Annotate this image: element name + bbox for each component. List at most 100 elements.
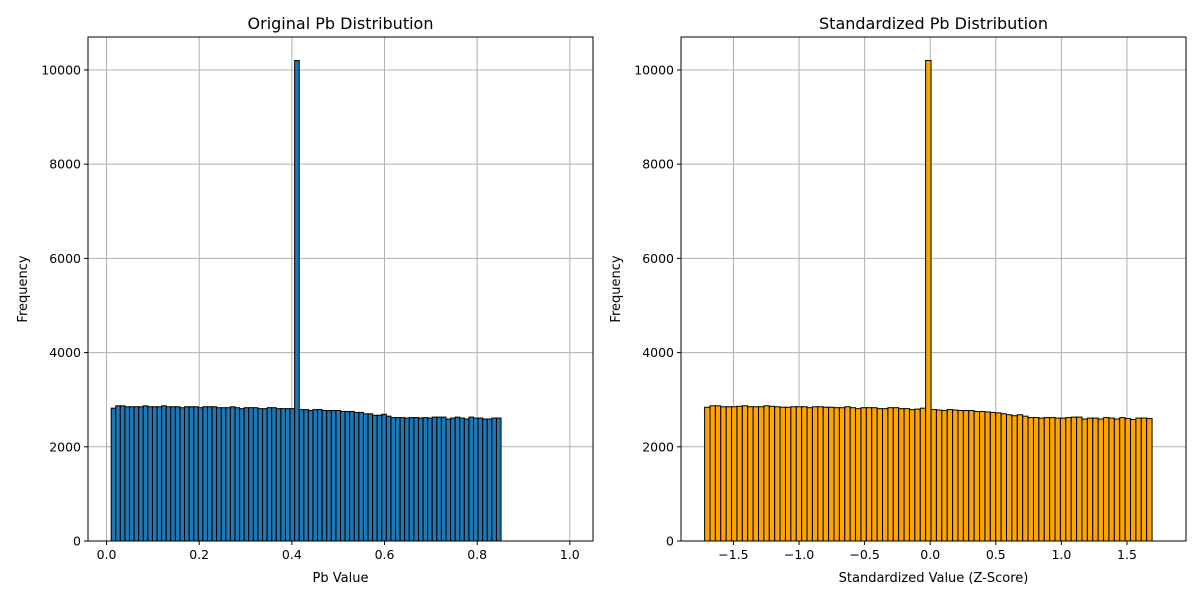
histogram-bar bbox=[138, 406, 144, 542]
histogram-bar bbox=[898, 408, 905, 542]
histogram-bar bbox=[747, 406, 754, 542]
histogram-bar bbox=[307, 410, 314, 542]
histogram-bar bbox=[289, 408, 296, 542]
x-tick-label: 1.0 bbox=[1051, 547, 1071, 562]
histogram-bar bbox=[179, 407, 186, 542]
right-axes-frame bbox=[680, 36, 1187, 542]
histogram-bar bbox=[225, 407, 231, 542]
histogram-bar bbox=[903, 408, 910, 542]
histogram-bar bbox=[1065, 417, 1072, 542]
x-tick-label: 0.4 bbox=[282, 547, 302, 562]
histogram-bar bbox=[284, 408, 291, 542]
x-tick-label: −1.5 bbox=[718, 547, 748, 562]
y-tick-label: 6000 bbox=[642, 251, 674, 266]
histogram-bar bbox=[709, 405, 716, 542]
histogram-bar bbox=[1022, 415, 1029, 542]
histogram-bar bbox=[860, 407, 867, 542]
histogram-bar bbox=[216, 407, 222, 542]
histogram-bar bbox=[491, 417, 497, 542]
histogram-bar bbox=[1108, 417, 1115, 542]
histogram-bar bbox=[340, 410, 346, 542]
histogram-bar bbox=[450, 417, 456, 542]
histogram-bar bbox=[946, 409, 954, 542]
x-tick-label: 0.5 bbox=[986, 547, 1006, 562]
histogram-bar bbox=[459, 417, 465, 542]
histogram-bar bbox=[271, 407, 277, 542]
histogram-bar bbox=[1070, 416, 1078, 542]
histogram-bar bbox=[376, 414, 383, 542]
right-panel: Standardized Pb Distribution Standardize… bbox=[609, 14, 1187, 586]
histogram-bar bbox=[1016, 414, 1024, 542]
y-tick-label: 0 bbox=[666, 534, 674, 549]
histogram-bar bbox=[731, 406, 738, 542]
right-chart-title: Standardized Pb Distribution bbox=[819, 14, 1048, 33]
histogram-bar bbox=[266, 407, 273, 542]
x-tick-label: −0.5 bbox=[849, 547, 879, 562]
histogram-bar bbox=[395, 417, 401, 542]
histogram-bar bbox=[758, 406, 765, 542]
histogram-bar bbox=[170, 406, 176, 542]
histogram-bar bbox=[129, 406, 135, 542]
left-chart-title: Original Pb Distribution bbox=[248, 14, 434, 33]
x-tick-label: 0.2 bbox=[189, 547, 209, 562]
histogram-bar bbox=[806, 407, 813, 542]
histogram-bar bbox=[984, 411, 991, 542]
y-tick-label: 4000 bbox=[49, 345, 81, 360]
histogram-bar bbox=[124, 406, 131, 542]
histogram-bar bbox=[358, 411, 364, 542]
histogram-bar bbox=[887, 407, 894, 542]
histogram-bar bbox=[720, 406, 727, 542]
histogram-bar bbox=[417, 417, 424, 542]
y-tick-label: 10000 bbox=[634, 62, 674, 77]
y-tick-label: 6000 bbox=[49, 251, 81, 266]
histogram-bar bbox=[882, 408, 889, 542]
histogram-bar bbox=[1092, 417, 1099, 542]
histogram-bar bbox=[844, 406, 851, 542]
y-tick-label: 2000 bbox=[642, 439, 674, 454]
histogram-bar bbox=[220, 407, 227, 542]
histogram-bar bbox=[312, 409, 319, 542]
x-tick-label: 1.5 bbox=[1117, 547, 1137, 562]
x-tick-label: 0.8 bbox=[467, 547, 487, 562]
histogram-bar bbox=[1049, 417, 1056, 542]
histogram-bar bbox=[838, 407, 846, 542]
histogram-bar bbox=[930, 409, 937, 542]
histogram-bar bbox=[1119, 417, 1126, 542]
histogram-bar bbox=[774, 406, 781, 542]
histogram-bar bbox=[399, 417, 406, 542]
histogram-bar bbox=[957, 410, 964, 542]
histogram-bar bbox=[234, 407, 241, 542]
histogram-bar bbox=[119, 405, 126, 542]
histogram-bar bbox=[1135, 417, 1142, 542]
histogram-bar bbox=[1032, 417, 1040, 542]
histogram-bar bbox=[495, 417, 502, 542]
histogram-bar bbox=[431, 416, 438, 542]
histogram-bar bbox=[876, 408, 884, 542]
histogram-bar bbox=[110, 407, 117, 542]
histogram-bar bbox=[156, 406, 163, 542]
histogram-bar bbox=[151, 406, 158, 542]
histogram-bar bbox=[865, 407, 873, 542]
x-tick-label: −1.0 bbox=[784, 547, 814, 562]
histogram-bar bbox=[147, 406, 153, 542]
histogram-bar bbox=[914, 408, 921, 542]
histogram-bar bbox=[454, 416, 461, 542]
y-tick-label: 2000 bbox=[49, 439, 81, 454]
histogram-bar bbox=[1076, 416, 1083, 542]
histogram-bar bbox=[413, 417, 419, 542]
histogram-bar bbox=[211, 406, 218, 542]
histogram-bar bbox=[801, 406, 808, 542]
left-histogram-bars bbox=[110, 60, 502, 542]
histogram-bar bbox=[784, 406, 792, 542]
histogram-bar bbox=[317, 409, 323, 542]
histogram-bar bbox=[790, 406, 797, 542]
histogram-bar bbox=[385, 415, 392, 542]
histogram-bar bbox=[243, 407, 250, 542]
histogram-bar bbox=[822, 406, 830, 542]
histogram-bar bbox=[973, 410, 981, 542]
histogram-bar bbox=[248, 407, 254, 542]
x-tick-label: 0.0 bbox=[920, 547, 940, 562]
x-tick-label: 0.0 bbox=[97, 547, 117, 562]
histogram-bar bbox=[202, 406, 208, 542]
